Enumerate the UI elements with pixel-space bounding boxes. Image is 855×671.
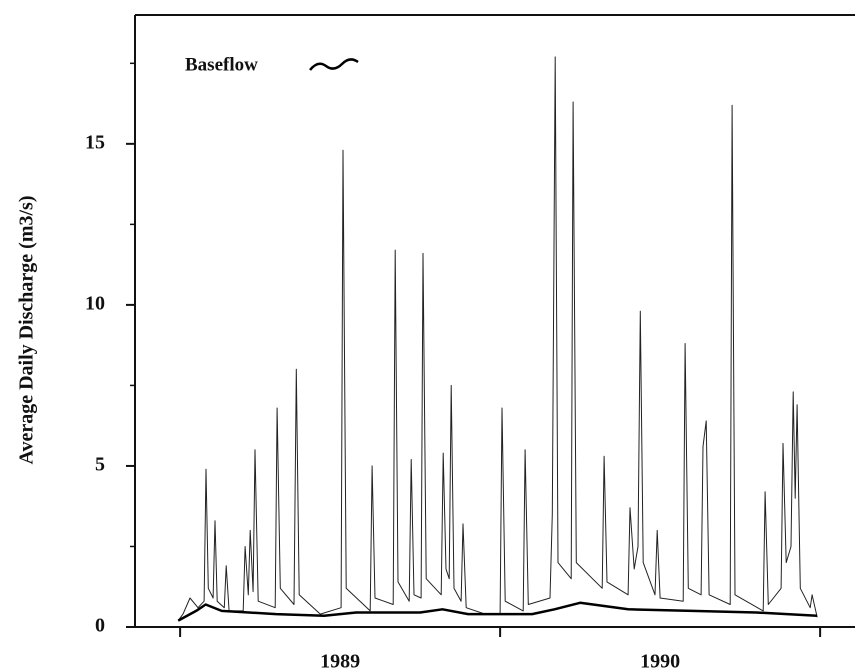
x-tick-label: 1989 — [320, 651, 360, 671]
x-tick-label: 1990 — [640, 651, 680, 671]
y-tick-label: 10 — [85, 292, 105, 314]
y-axis-label: Average Daily Discharge (m3/s) — [16, 195, 38, 464]
baseflow-line — [177, 601, 817, 622]
y-tick-label: 5 — [95, 454, 105, 476]
legend-label: Baseflow — [185, 54, 258, 75]
y-tick-label: 15 — [85, 131, 105, 153]
legend-swatch — [309, 58, 359, 71]
discharge-line — [177, 56, 818, 621]
y-tick-label: 0 — [95, 615, 105, 637]
